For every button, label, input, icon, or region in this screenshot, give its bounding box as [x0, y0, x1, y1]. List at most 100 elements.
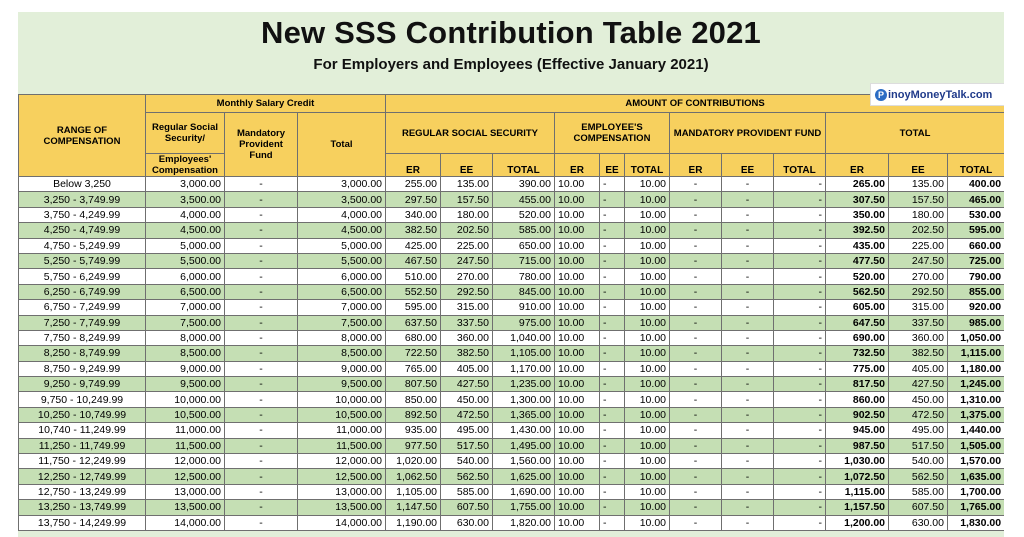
cell-mpf-total: -	[773, 468, 826, 485]
cell-mpf-er: -	[669, 222, 722, 239]
cell-msc-mpf: -	[224, 175, 298, 193]
cell-rss-total: 650.00	[492, 237, 555, 254]
cell-mpf-ee: -	[721, 483, 774, 501]
cell-rss-total: 1,560.00	[492, 453, 555, 470]
cell-total-er: 562.50	[825, 283, 889, 301]
cell-total-ee: 315.00	[888, 299, 948, 316]
table-row: 7,750 - 8,249.99 8,000.00-8,000.00 680.00 3…	[18, 329, 1004, 347]
cell-total-total: 595.00	[946, 222, 1004, 239]
cell-total-total: 1,765.00	[946, 499, 1004, 516]
cell-ec-er: 10.00	[554, 376, 600, 393]
cell-ec-er: 10.00	[554, 314, 600, 331]
cell-mpf-ee: -	[721, 499, 774, 516]
cell-total-er: 265.00	[825, 175, 889, 193]
cell-msc-mpf: -	[224, 514, 298, 531]
cell-range: 6,250 - 6,749.99	[18, 283, 146, 301]
cell-mpf-total: -	[773, 283, 826, 301]
cell-range: 4,750 - 5,249.99	[18, 237, 146, 254]
cell-mpf-ee: -	[721, 514, 774, 531]
cell-msc-mpf: -	[224, 453, 298, 470]
cell-range: 3,250 - 3,749.99	[18, 191, 146, 208]
cell-total-total: 1,700.00	[946, 483, 1004, 501]
cell-rss-ee: 585.00	[440, 483, 493, 501]
cell-ec-er: 10.00	[554, 222, 600, 239]
cell-msc-regular: 4,000.00	[145, 206, 225, 224]
cell-mpf-ee: -	[721, 437, 774, 455]
cell-rss-total: 1,690.00	[492, 483, 555, 501]
cell-total-er: 520.00	[825, 268, 889, 285]
cell-rss-er: 1,105.00	[385, 483, 441, 501]
cell-ec-total: 10.00	[624, 268, 670, 285]
cell-rss-er: 382.50	[385, 222, 441, 239]
table-row: 3,250 - 3,749.99 3,500.00-3,500.00 297.50 1…	[18, 191, 1004, 208]
cell-total-total: 465.00	[946, 191, 1004, 208]
cell-total-total: 920.00	[946, 299, 1004, 316]
cell-mpf-total: -	[773, 299, 826, 316]
cell-total-ee: 157.50	[888, 191, 948, 208]
cell-msc-regular: 14,000.00	[145, 514, 225, 531]
header-rss-ee: EE	[440, 153, 493, 177]
cell-ec-total: 10.00	[624, 329, 670, 347]
cell-rss-total: 390.00	[492, 175, 555, 193]
cell-total-ee: 247.50	[888, 252, 948, 270]
cell-ec-er: 10.00	[554, 175, 600, 193]
cell-total-ee: 450.00	[888, 391, 948, 408]
cell-rss-ee: 225.00	[440, 237, 493, 254]
cell-mpf-total: -	[773, 437, 826, 455]
cell-ec-er: 10.00	[554, 283, 600, 301]
cell-total-ee: 472.50	[888, 406, 948, 424]
cell-msc-mpf: -	[224, 345, 298, 362]
cell-mpf-ee: -	[721, 345, 774, 362]
cell-rss-ee: 157.50	[440, 191, 493, 208]
cell-msc-total: 6,000.00	[297, 268, 386, 285]
cell-ec-total: 10.00	[624, 299, 670, 316]
cell-total-ee: 270.00	[888, 268, 948, 285]
cell-ec-er: 10.00	[554, 406, 600, 424]
cell-total-total: 1,570.00	[946, 453, 1004, 470]
header-ec-total: TOTAL	[624, 153, 670, 177]
header-total-er: ER	[825, 153, 889, 177]
page-title: New SSS Contribution Table 2021	[261, 15, 761, 50]
table-row: 7,250 - 7,749.99 7,500.00-7,500.00 637.50 3…	[18, 314, 1004, 331]
cell-rss-ee: 360.00	[440, 329, 493, 347]
cell-mpf-er: -	[669, 437, 722, 455]
header-mpf-total: TOTAL	[773, 153, 826, 177]
cell-rss-ee: 517.50	[440, 437, 493, 455]
cell-ec-er: 10.00	[554, 499, 600, 516]
cell-ec-total: 10.00	[624, 345, 670, 362]
cell-ec-ee: -	[599, 268, 625, 285]
cell-mpf-total: -	[773, 422, 826, 439]
cell-ec-total: 10.00	[624, 314, 670, 331]
cell-msc-total: 5,000.00	[297, 237, 386, 254]
cell-rss-ee: 427.50	[440, 376, 493, 393]
cell-mpf-er: -	[669, 191, 722, 208]
cell-msc-regular: 11,500.00	[145, 437, 225, 455]
cell-msc-total: 9,500.00	[297, 376, 386, 393]
cell-rss-total: 1,365.00	[492, 406, 555, 424]
header-employees-compensation-sub: Employees' Compensation	[145, 153, 225, 177]
cell-ec-ee: -	[599, 422, 625, 439]
cell-ec-er: 10.00	[554, 345, 600, 362]
cell-ec-er: 10.00	[554, 268, 600, 285]
cell-total-er: 690.00	[825, 329, 889, 347]
cell-ec-ee: -	[599, 360, 625, 378]
header-total: Total	[297, 112, 386, 177]
cell-rss-total: 585.00	[492, 222, 555, 239]
cell-msc-mpf: -	[224, 468, 298, 485]
cell-msc-regular: 3,500.00	[145, 191, 225, 208]
cell-mpf-er: -	[669, 360, 722, 378]
cell-mpf-ee: -	[721, 237, 774, 254]
cell-total-er: 1,157.50	[825, 499, 889, 516]
cell-mpf-total: -	[773, 453, 826, 470]
cell-rss-total: 1,495.00	[492, 437, 555, 455]
cell-msc-total: 13,500.00	[297, 499, 386, 516]
cell-range: 5,750 - 6,249.99	[18, 268, 146, 285]
header-total-group: TOTAL	[824, 112, 1004, 154]
cell-msc-regular: 7,000.00	[145, 299, 225, 316]
cell-ec-ee: -	[599, 175, 625, 193]
cell-mpf-total: -	[773, 175, 826, 193]
cell-ec-ee: -	[599, 299, 625, 316]
header-regular-social-security-sub: Regular Social Security/	[145, 112, 225, 154]
cell-total-er: 902.50	[825, 406, 889, 424]
cell-ec-total: 10.00	[624, 376, 670, 393]
